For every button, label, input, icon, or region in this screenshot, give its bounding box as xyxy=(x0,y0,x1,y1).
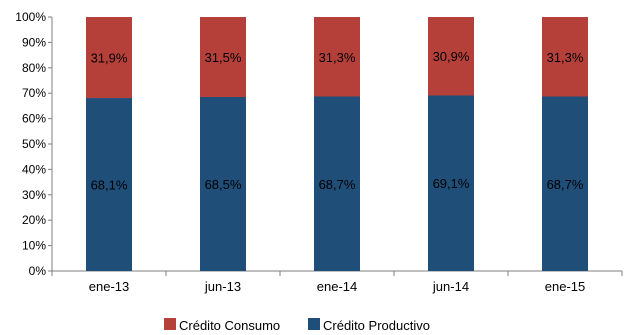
data-labels: 68,1% 31,9% 68,5% 31,5% 68,7% 31,3% 69,1% 30,9%… xyxy=(91,49,584,192)
data-label: 30,9% xyxy=(433,49,470,64)
data-label: 31,3% xyxy=(547,50,584,65)
bar-segment xyxy=(314,17,360,97)
y-tick-label: 70% xyxy=(22,86,46,100)
bars xyxy=(86,17,588,272)
x-tick-label: ene-15 xyxy=(545,279,585,294)
y-tick-label: 100% xyxy=(15,10,46,24)
x-tick-label: ene-14 xyxy=(317,279,357,294)
data-label: 31,9% xyxy=(91,51,128,66)
bar-segment xyxy=(428,95,474,272)
bar-segment xyxy=(200,97,246,271)
bar-segment xyxy=(428,17,474,96)
legend: Crédito Consumo Crédito Productivo xyxy=(164,318,430,333)
legend-label: Crédito Productivo xyxy=(323,318,430,333)
y-tick-label: 90% xyxy=(22,35,46,49)
x-tick-label: jun-14 xyxy=(432,279,469,294)
data-label: 68,7% xyxy=(319,177,356,192)
y-tick-label: 0% xyxy=(29,264,47,278)
data-label: 31,5% xyxy=(205,50,242,65)
data-label: 31,3% xyxy=(319,50,356,65)
data-label: 68,7% xyxy=(547,177,584,192)
legend-swatch xyxy=(164,318,176,330)
data-label: 68,5% xyxy=(205,177,242,192)
bar-segment xyxy=(542,96,588,271)
axes: 0% 10% 20% 30% 40% 50% 60% 70% 80% 90% 100% ene-13 j… xyxy=(15,10,623,294)
y-tick-label: 80% xyxy=(22,61,46,75)
x-tick-label: ene-13 xyxy=(89,279,129,294)
bar-segment xyxy=(314,96,360,271)
y-tick-label: 30% xyxy=(22,188,46,202)
bar-segment xyxy=(86,98,132,271)
bar-segment xyxy=(542,17,588,97)
x-tick-label: jun-13 xyxy=(204,279,241,294)
y-tick-label: 60% xyxy=(22,112,46,126)
data-label: 69,1% xyxy=(433,176,470,191)
bar-segment xyxy=(200,17,246,98)
y-tick-label: 10% xyxy=(22,239,46,253)
data-label: 68,1% xyxy=(91,178,128,193)
y-tick-label: 40% xyxy=(22,162,46,176)
legend-label: Crédito Consumo xyxy=(179,318,280,333)
legend-swatch xyxy=(308,318,320,330)
bar-segment xyxy=(86,17,132,99)
y-tick-label: 50% xyxy=(22,137,46,151)
y-tick-label: 20% xyxy=(22,213,46,227)
